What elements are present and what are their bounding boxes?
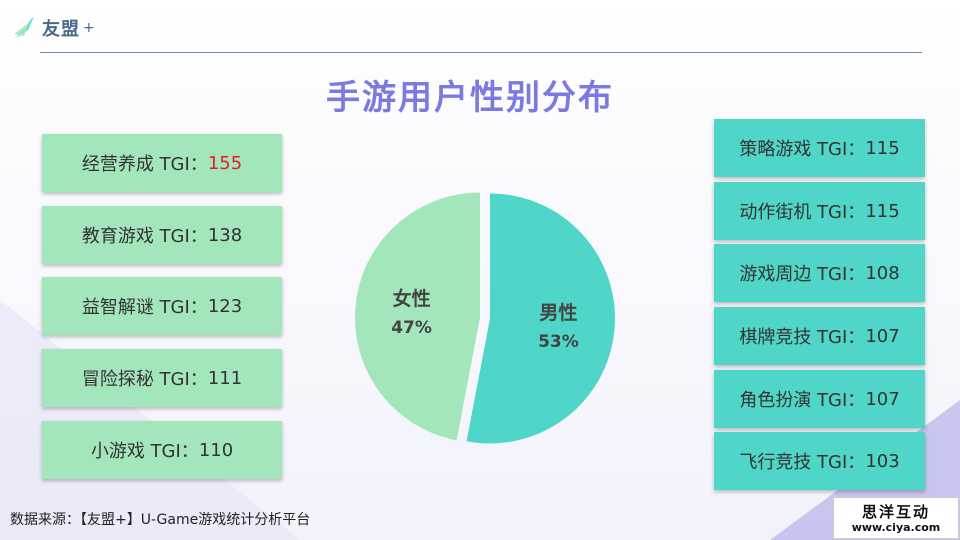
pie-slice-label: 男性: [539, 301, 577, 324]
pie-slice: [466, 193, 615, 444]
tgi-item-left: 冒险探秘 TGI： 111: [42, 349, 282, 407]
watermark-url: www.ciya.com: [851, 520, 941, 534]
tgi-item-name: 教育游戏 TGI：: [81, 226, 208, 247]
brand-name: 友盟: [42, 19, 80, 40]
brand-logo: 友盟 +: [12, 14, 95, 42]
tgi-item-name: 飞行竞技 TGI：: [739, 452, 866, 473]
brand-logo-icon: [14, 16, 34, 38]
tgi-item-name: 棋牌竞技 TGI：: [739, 327, 866, 348]
tgi-item-value: 107: [865, 388, 900, 410]
pie-slice: [355, 192, 481, 441]
tgi-item-value: 155: [207, 152, 243, 174]
tgi-item-name: 角色扮演 TGI：: [739, 390, 866, 411]
data-source-note: 数据来源：【友盟+】U-Game游戏统计分析平台: [10, 512, 311, 528]
pie-slice-value: 47%: [391, 318, 432, 338]
tgi-item-value: 110: [198, 439, 234, 461]
tgi-item-name: 益智解谜 TGI：: [81, 297, 208, 318]
tgi-item-value: 115: [865, 200, 900, 222]
tgi-item-value: 115: [865, 137, 900, 159]
tgi-item-left: 益智解谜 TGI： 123: [42, 277, 282, 335]
tgi-item-left: 教育游戏 TGI： 138: [42, 206, 282, 264]
tgi-item-right: 游戏周边 TGI： 108: [714, 244, 925, 302]
header-divider: [40, 52, 922, 53]
tgi-item-name: 游戏周边 TGI：: [739, 264, 866, 285]
tgi-item-name: 动作街机 TGI：: [739, 202, 866, 223]
tgi-item-right: 飞行竞技 TGI： 103: [714, 432, 925, 490]
tgi-item-value: 111: [207, 367, 243, 389]
tgi-item-value: 123: [207, 295, 243, 317]
background-shape-left: [0, 300, 300, 540]
tgi-item-name: 策略游戏 TGI：: [739, 139, 866, 160]
brand-plus: +: [83, 20, 95, 36]
tgi-item-value: 138: [207, 224, 243, 246]
watermark-badge: 思洋互动 www.ciya.com: [833, 497, 959, 539]
page-title: 手游用户性别分布: [326, 78, 614, 118]
tgi-item-left: 小游戏 TGI： 110: [42, 421, 282, 479]
tgi-item-value: 103: [865, 450, 900, 472]
watermark-title: 思洋互动: [861, 502, 930, 521]
tgi-item-right: 动作街机 TGI： 115: [714, 182, 925, 240]
tgi-item-left: 经营养成 TGI： 155: [42, 134, 282, 192]
tgi-item-right: 棋牌竞技 TGI： 107: [714, 307, 925, 365]
tgi-item-value: 107: [865, 325, 900, 347]
tgi-item-right: 策略游戏 TGI： 115: [714, 119, 925, 177]
gender-pie-chart: 男性 53% 女性 47%: [355, 192, 615, 444]
tgi-item-name: 小游戏 TGI：: [90, 441, 199, 462]
pie-slice-value: 53%: [538, 332, 579, 352]
tgi-item-value: 108: [865, 262, 900, 284]
pie-slice-label: 女性: [393, 287, 431, 310]
tgi-item-name: 冒险探秘 TGI：: [81, 369, 208, 390]
tgi-item-right: 角色扮演 TGI： 107: [714, 370, 925, 428]
tgi-item-name: 经营养成 TGI：: [81, 154, 208, 175]
